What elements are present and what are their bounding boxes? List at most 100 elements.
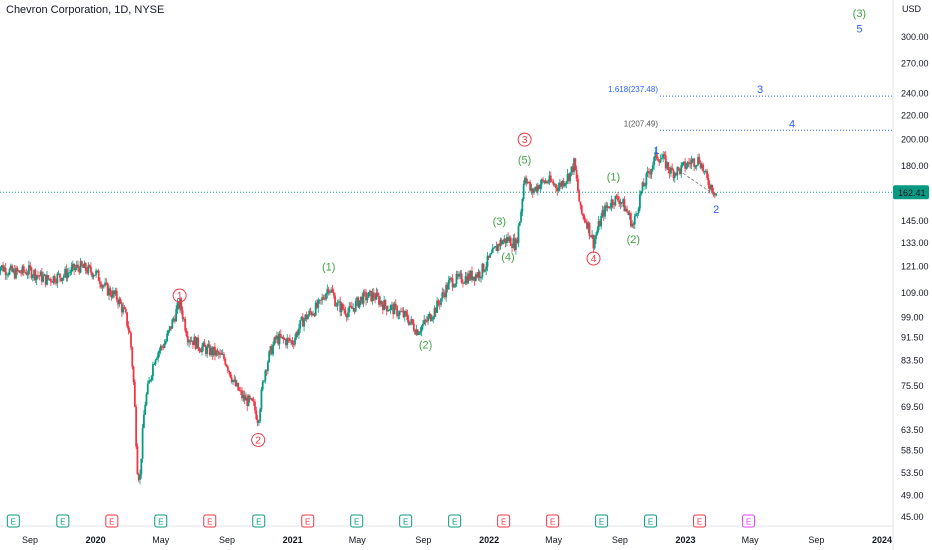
candle-body: [688, 162, 690, 164]
price-tick-label: 99.00: [901, 313, 924, 323]
wave-label: 2: [255, 436, 261, 447]
candle-body: [547, 182, 550, 184]
candle-body: [623, 199, 626, 212]
time-tick-label: 2024: [872, 535, 892, 545]
candle-body: [0, 267, 2, 272]
candle-body: [437, 300, 440, 304]
candle-body: [443, 293, 446, 298]
candle-body: [176, 302, 179, 310]
candle-body: [194, 336, 197, 349]
candle-body: [22, 266, 25, 272]
earnings-marker: [546, 514, 560, 528]
candle-body: [198, 348, 201, 351]
candle-body: [577, 178, 579, 191]
candle-body: [208, 344, 211, 356]
candle-body: [356, 297, 358, 302]
wave-label-circle: [251, 433, 266, 448]
candle-body: [707, 177, 710, 186]
candle-body: [327, 288, 330, 293]
candle-body: [469, 270, 472, 280]
candle-body: [228, 370, 231, 373]
candle-body: [715, 193, 718, 196]
candle-body: [136, 446, 139, 475]
candle-body: [480, 276, 482, 279]
candle-body: [694, 166, 697, 168]
candle-body: [429, 313, 432, 321]
candle-body: [416, 329, 419, 335]
candle-body: [323, 298, 326, 300]
candle-body: [33, 270, 35, 277]
price-tick-label: 133.00: [901, 238, 929, 248]
candle-body: [31, 276, 34, 278]
candle-body: [64, 268, 66, 276]
candle-body: [686, 162, 689, 167]
candle-body: [285, 339, 287, 346]
candle-body: [371, 292, 374, 302]
candle-body: [106, 283, 109, 296]
candle-body: [644, 185, 646, 187]
chart-title: Chevron Corporation, 1D, NYSE: [6, 4, 165, 16]
candle-body: [17, 270, 20, 272]
candle-body: [91, 272, 94, 278]
candle-body: [158, 350, 161, 353]
candle-body: [269, 346, 272, 352]
candle-body: [503, 238, 506, 242]
candle-body: [352, 307, 355, 309]
candle-body: [161, 346, 163, 347]
candle-body: [562, 181, 565, 187]
candle-body: [482, 263, 485, 272]
candle-body: [95, 270, 97, 275]
candle-body: [463, 282, 466, 284]
candle-body: [478, 271, 481, 279]
candle-body: [535, 186, 538, 192]
candle-body: [338, 301, 340, 303]
candle-body: [255, 410, 258, 420]
candle-body: [114, 290, 117, 295]
price-axis[interactable]: USD 45.00 49.00 53.50 58.50 63.50 69.50 75.50 83…: [893, 4, 929, 522]
candle-body: [489, 254, 491, 258]
candle-body: [340, 303, 343, 313]
candle-body: [538, 185, 541, 189]
candle-body: [379, 300, 382, 305]
candle-body: [561, 181, 564, 187]
candle-body: [494, 246, 497, 248]
candle-body: [662, 154, 665, 159]
earnings-marker-label: E: [501, 518, 506, 527]
candle-body: [270, 346, 273, 355]
candle-body: [477, 271, 480, 278]
price-tick-label: 53.50: [901, 468, 924, 478]
candle-body: [712, 192, 715, 194]
candle-body: [624, 208, 627, 212]
price-tick-label: 270.00: [901, 59, 929, 69]
earnings-marker: [644, 514, 658, 528]
candle-body: [704, 170, 707, 172]
candle-body: [431, 319, 433, 321]
candle-body: [61, 277, 64, 281]
candle-body: [574, 158, 577, 170]
candle-body: [551, 181, 553, 183]
earnings-marker-label: E: [746, 518, 751, 527]
candle-body: [640, 191, 643, 195]
wave-label: (3): [493, 216, 506, 228]
candle-body: [664, 155, 667, 169]
candle-body: [248, 395, 251, 400]
candle-body: [201, 346, 203, 353]
candle-body: [242, 395, 245, 399]
candle-body: [78, 267, 81, 273]
candle-body: [121, 303, 123, 313]
candle-body: [185, 330, 188, 337]
candle-body: [471, 270, 473, 281]
candle-body: [197, 337, 200, 349]
time-tick-label: May: [152, 535, 170, 545]
candle-body: [372, 292, 375, 298]
candle-body: [648, 171, 650, 174]
candle-body: [261, 381, 264, 390]
candle-body: [246, 397, 249, 407]
candle-body: [433, 307, 436, 317]
time-axis[interactable]: Sep 2020 May Sep 2021 May Sep 2022 May Sep 2023 May…: [22, 535, 892, 545]
candle-body: [321, 297, 324, 301]
candle-body: [445, 284, 448, 298]
candle-body: [388, 309, 391, 311]
candle-body: [586, 222, 588, 229]
